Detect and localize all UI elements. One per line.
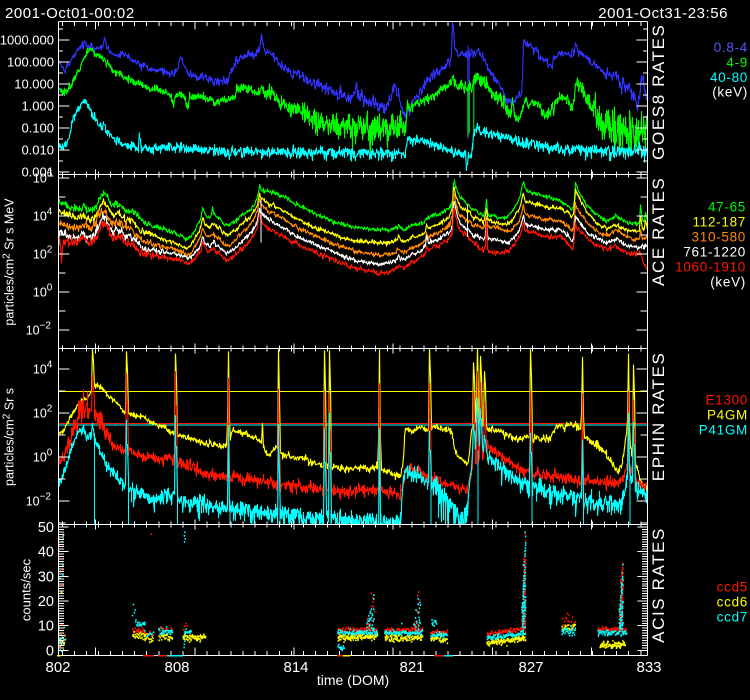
svg-text:particles/cm2 Sr s: particles/cm2 Sr s [2,388,17,486]
svg-text:47-65: 47-65 [708,200,746,215]
svg-text:0.010: 0.010 [21,143,54,158]
svg-text:10: 10 [33,172,47,186]
svg-text:40: 40 [38,545,54,561]
svg-text:10: 10 [33,363,47,377]
svg-text:833: 833 [636,659,661,676]
svg-text:40-80: 40-80 [710,70,748,85]
svg-text:4: 4 [47,360,53,371]
svg-text:0.100: 0.100 [21,121,54,136]
svg-text:(keV): (keV) [712,85,748,100]
svg-text:821: 821 [399,659,424,676]
svg-text:EPHIN RATES: EPHIN RATES [649,352,668,482]
svg-text:0.8-4: 0.8-4 [714,40,748,55]
svg-text:particles/cm2 Sr s MeV: particles/cm2 Sr s MeV [2,198,17,326]
svg-text:827: 827 [518,659,543,676]
svg-text:2001-Oct01-00:02: 2001-Oct01-00:02 [5,5,135,22]
svg-text:ccd5: ccd5 [717,580,748,595]
svg-text:ACIS RATES: ACIS RATES [649,527,668,643]
svg-text:counts/sec: counts/sec [19,558,34,621]
svg-text:20: 20 [38,594,54,610]
svg-text:GOES8 RATES: GOES8 RATES [649,24,668,160]
svg-text:10: 10 [33,407,47,421]
svg-text:ccd6: ccd6 [717,595,748,610]
svg-text:310-580: 310-580 [692,230,746,245]
svg-text:802: 802 [45,659,70,676]
svg-text:10: 10 [26,495,40,509]
svg-text:0: 0 [46,643,54,659]
svg-text:−2: −2 [40,492,52,503]
svg-text:10.000: 10.000 [14,77,54,92]
svg-text:2: 2 [47,404,53,415]
svg-text:10: 10 [33,451,47,465]
svg-text:0: 0 [47,448,53,459]
svg-text:0: 0 [47,283,53,294]
svg-text:−2: −2 [40,321,52,332]
svg-text:0.001: 0.001 [21,165,54,180]
svg-text:50: 50 [38,520,54,536]
svg-text:10: 10 [33,286,47,300]
svg-text:10: 10 [26,324,40,338]
svg-text:4-9: 4-9 [726,55,748,70]
svg-text:time (DOM): time (DOM) [317,672,389,688]
svg-text:P41GM: P41GM [699,423,748,438]
svg-text:6: 6 [47,169,53,180]
svg-text:808: 808 [164,659,189,676]
svg-text:10: 10 [38,619,54,635]
svg-text:2: 2 [47,245,53,256]
svg-text:ccd7: ccd7 [717,610,748,625]
svg-text:1060-1910: 1060-1910 [675,260,746,275]
svg-text:10: 10 [33,210,47,224]
svg-text:P4GM: P4GM [707,408,748,423]
svg-text:(keV): (keV) [710,275,746,290]
svg-text:814: 814 [283,659,308,676]
svg-text:10: 10 [33,248,47,262]
svg-text:30: 30 [38,569,54,585]
svg-text:1.000: 1.000 [21,99,54,114]
svg-text:112-187: 112-187 [693,215,746,230]
svg-text:1000.000: 1000.000 [0,33,54,48]
svg-text:100.000: 100.000 [7,55,54,70]
svg-text:ACE RATES: ACE RATES [649,177,668,287]
svg-text:E1300: E1300 [705,393,748,408]
svg-text:2001-Oct31-23:56: 2001-Oct31-23:56 [598,5,728,22]
svg-text:761-1220: 761-1220 [683,245,746,260]
svg-text:4: 4 [47,207,53,218]
